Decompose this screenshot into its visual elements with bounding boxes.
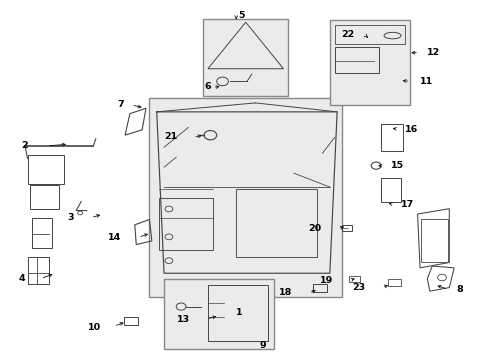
Text: 7: 7 xyxy=(117,100,123,109)
Text: 20: 20 xyxy=(308,224,321,233)
Bar xyxy=(30,185,59,209)
Text: 22: 22 xyxy=(341,30,354,39)
Bar xyxy=(32,218,52,248)
Bar xyxy=(380,178,400,202)
Text: 16: 16 xyxy=(405,125,418,134)
FancyBboxPatch shape xyxy=(149,98,341,297)
Text: 1: 1 xyxy=(236,308,243,317)
Bar xyxy=(380,125,402,151)
Bar xyxy=(420,220,447,262)
Text: 18: 18 xyxy=(278,288,292,297)
Text: 8: 8 xyxy=(456,285,463,294)
FancyBboxPatch shape xyxy=(203,19,288,96)
Text: 23: 23 xyxy=(351,283,365,292)
Text: 13: 13 xyxy=(176,315,189,324)
Bar xyxy=(348,276,359,282)
Text: 4: 4 xyxy=(19,274,25,283)
Bar xyxy=(334,26,405,44)
Bar xyxy=(27,257,49,284)
Text: 2: 2 xyxy=(21,141,27,150)
Bar xyxy=(334,48,378,73)
Text: 14: 14 xyxy=(108,233,122,242)
Text: 21: 21 xyxy=(163,132,177,141)
Text: 15: 15 xyxy=(390,161,403,170)
Bar xyxy=(341,225,351,231)
Bar xyxy=(159,198,213,250)
Text: 19: 19 xyxy=(319,276,332,285)
Text: 5: 5 xyxy=(238,10,244,19)
Text: 6: 6 xyxy=(204,82,211,91)
Text: 9: 9 xyxy=(259,341,266,350)
Text: 10: 10 xyxy=(87,323,101,332)
Bar xyxy=(312,284,327,292)
Text: 11: 11 xyxy=(419,77,432,86)
Bar xyxy=(27,155,64,184)
Bar xyxy=(387,279,400,286)
Bar xyxy=(123,318,138,325)
Text: 17: 17 xyxy=(400,200,413,209)
Text: 12: 12 xyxy=(427,48,440,57)
Bar xyxy=(207,285,268,341)
FancyBboxPatch shape xyxy=(163,279,273,348)
FancyBboxPatch shape xyxy=(329,21,409,105)
Bar xyxy=(236,189,316,257)
Text: 3: 3 xyxy=(67,213,74,222)
